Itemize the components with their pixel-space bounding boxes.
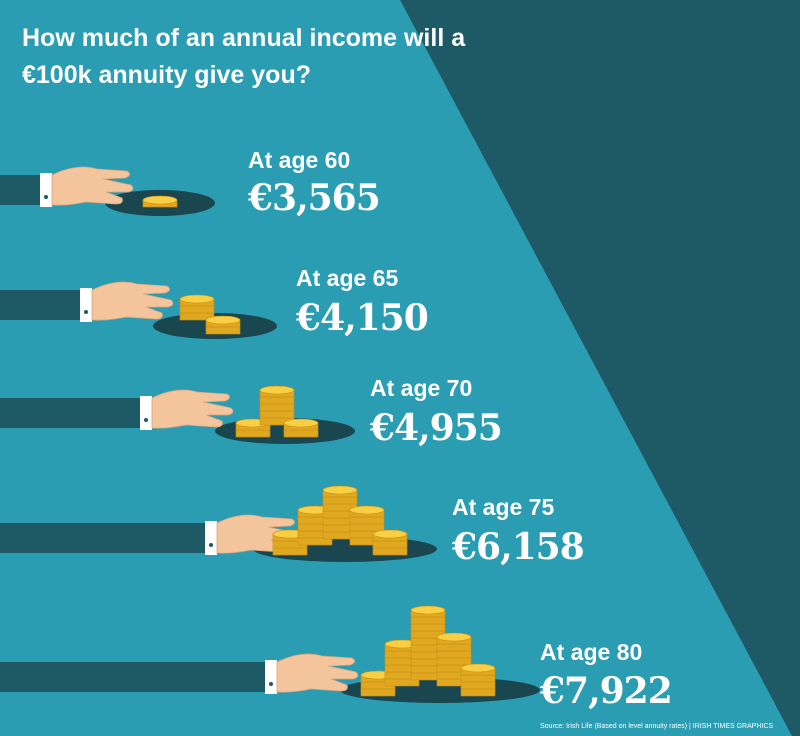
coin-edge bbox=[460, 681, 496, 690]
hand bbox=[91, 281, 174, 321]
income-value: €4,150 bbox=[295, 297, 428, 339]
income-value: €7,922 bbox=[539, 670, 672, 712]
coin-edge bbox=[259, 403, 295, 412]
age-label: At age 70 bbox=[370, 375, 472, 401]
sleeve bbox=[0, 523, 205, 553]
sleeve bbox=[0, 175, 40, 205]
cufflink bbox=[209, 543, 213, 547]
coin-edge bbox=[410, 616, 446, 625]
cufflink bbox=[84, 310, 88, 314]
income-value: €6,158 bbox=[451, 526, 584, 568]
age-label: At age 60 bbox=[248, 147, 350, 173]
coin-edge bbox=[360, 688, 396, 697]
income-value: €3,565 bbox=[247, 177, 380, 219]
coin-edge bbox=[372, 547, 408, 556]
age-label: At age 75 bbox=[452, 494, 554, 520]
cuff bbox=[265, 660, 277, 694]
title-line: €100k annuity give you? bbox=[22, 61, 311, 89]
cufflink bbox=[44, 195, 48, 199]
coin-edge bbox=[272, 547, 308, 556]
coin-top bbox=[205, 315, 241, 325]
coin-top bbox=[259, 385, 295, 395]
rows: At age 60 €3,565 At age 65 €4,150 At age 70 €… bbox=[0, 147, 673, 712]
cuff bbox=[205, 521, 217, 555]
coin-edge bbox=[372, 540, 408, 549]
coin-top bbox=[142, 195, 178, 205]
sleeve bbox=[0, 398, 140, 428]
coin-top bbox=[436, 632, 472, 642]
age-label: At age 80 bbox=[540, 639, 642, 665]
cufflink bbox=[269, 682, 273, 686]
coin-top bbox=[349, 505, 385, 515]
sleeve bbox=[0, 290, 80, 320]
hand bbox=[276, 653, 359, 693]
coin-top bbox=[410, 605, 446, 615]
coin-top bbox=[179, 294, 215, 304]
coin-top bbox=[372, 529, 408, 539]
cufflink bbox=[144, 418, 148, 422]
coin-edge bbox=[235, 429, 271, 438]
coin-edge bbox=[322, 496, 358, 505]
coin-edge bbox=[436, 650, 472, 659]
age-label: At age 65 bbox=[296, 265, 398, 291]
coin-edge bbox=[410, 623, 446, 632]
cuff bbox=[140, 396, 152, 430]
coin-edge bbox=[349, 516, 385, 525]
coin-edge bbox=[460, 688, 496, 697]
coin-edge bbox=[283, 429, 319, 438]
coin-top bbox=[283, 418, 319, 428]
dark-wedge bbox=[400, 0, 800, 736]
coin-edge bbox=[205, 326, 241, 335]
coin-edge bbox=[460, 674, 496, 683]
coin-edge bbox=[179, 305, 215, 314]
coin-edge bbox=[349, 523, 385, 532]
coin-top bbox=[460, 663, 496, 673]
hand bbox=[151, 389, 234, 429]
coin-edge bbox=[259, 410, 295, 419]
coin-edge bbox=[436, 643, 472, 652]
hand bbox=[51, 166, 134, 206]
coin-edge bbox=[259, 396, 295, 405]
coin-edge bbox=[436, 657, 472, 666]
title-line: How much of an annual income will a bbox=[22, 24, 466, 52]
income-value: €4,955 bbox=[369, 407, 502, 449]
cuff bbox=[40, 173, 52, 207]
coin-top bbox=[322, 485, 358, 495]
cuff bbox=[80, 288, 92, 322]
sleeve bbox=[0, 662, 265, 692]
source: Source: Irish Life (Based on level annui… bbox=[540, 723, 773, 730]
